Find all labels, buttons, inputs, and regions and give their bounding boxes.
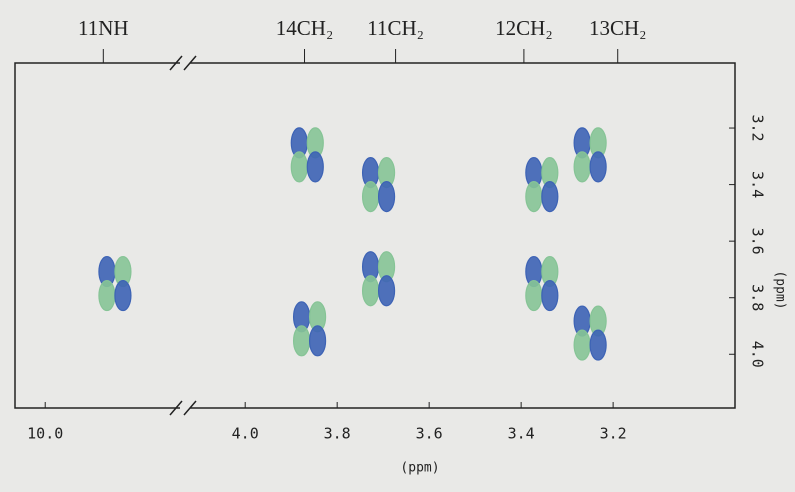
y-tick-label: 3.6	[749, 228, 767, 255]
cross-peak	[525, 255, 559, 312]
cross-peak	[292, 301, 327, 357]
cross-peak	[573, 127, 607, 183]
y-tick-label: 3.2	[749, 114, 767, 141]
axis-break	[169, 55, 197, 71]
x-tick-label: 3.4	[508, 425, 535, 443]
contour-lobe	[573, 329, 591, 361]
contour-lobe	[525, 180, 543, 213]
y-axis-label: (ppm)	[773, 270, 788, 309]
contour-lobe	[377, 275, 396, 307]
contour-lobe	[308, 325, 327, 357]
assignment-label: 13CH₂	[589, 16, 647, 40]
assignment-label: 11CH₂	[367, 16, 424, 40]
contour-lobe	[292, 325, 311, 357]
cross-peak	[525, 156, 559, 213]
contour-lobe	[589, 329, 607, 361]
x-tick-label: 3.8	[324, 425, 351, 443]
contour-lobe	[525, 279, 543, 312]
contour-lobe	[541, 180, 559, 213]
assignment-label: 12CH₂	[495, 16, 553, 40]
contour-lobe	[306, 151, 324, 183]
contour-lobe	[573, 151, 591, 183]
x-tick-label: 3.6	[416, 425, 443, 443]
contour-lobe	[361, 275, 380, 307]
plot-frame	[14, 62, 736, 409]
y-tick-label: 3.8	[749, 284, 767, 311]
cross-peak	[290, 127, 324, 183]
contour-lobe	[377, 180, 396, 213]
cross-peak	[573, 305, 607, 361]
contour-lobe	[589, 151, 607, 183]
assignment-label: 11NH	[78, 16, 129, 40]
x-tick-label: 10.0	[27, 425, 63, 443]
cross-peak	[361, 251, 396, 307]
x-axis-label: (ppm)	[400, 461, 439, 476]
y-tick-label: 3.4	[749, 171, 767, 198]
axis-break	[169, 400, 197, 416]
contour-lobe	[290, 151, 308, 183]
assignment-label: 14CH₂	[276, 16, 334, 40]
contour-lobe	[361, 180, 380, 213]
contour-lobe	[98, 279, 116, 312]
contour-lobe	[541, 279, 559, 312]
contour-lobe	[114, 279, 132, 312]
cross-peak	[361, 156, 396, 213]
x-tick-label: 4.0	[232, 425, 259, 443]
y-tick-label: 4.0	[749, 341, 767, 368]
x-tick-label: 3.2	[600, 425, 627, 443]
cross-peak	[98, 255, 132, 312]
